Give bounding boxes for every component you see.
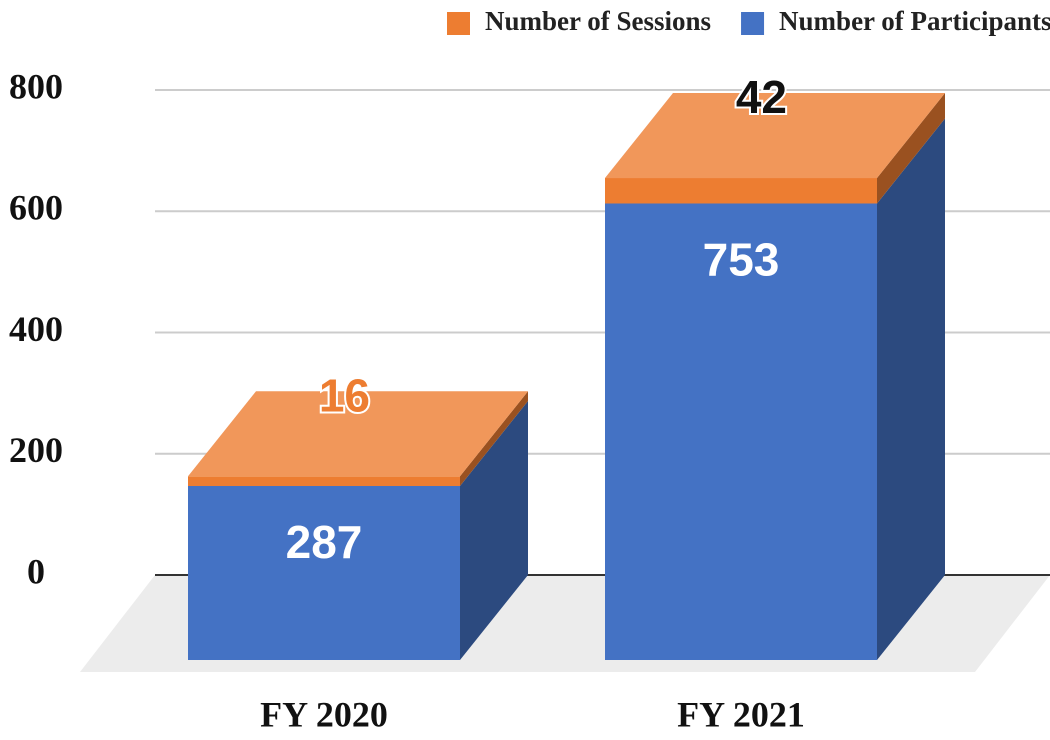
bar-segment bbox=[605, 203, 877, 660]
data-label: 42 bbox=[736, 71, 787, 123]
bar-segment bbox=[605, 178, 877, 204]
data-label: 16 bbox=[319, 369, 370, 421]
bar-side bbox=[877, 118, 945, 660]
data-label: 753 bbox=[703, 234, 780, 286]
y-tick-label: 200 bbox=[9, 430, 63, 470]
bar-top bbox=[188, 391, 528, 477]
bar-segment bbox=[188, 486, 460, 660]
bar-side bbox=[460, 401, 528, 660]
y-tick-label: 0 bbox=[27, 551, 45, 591]
bar-segment bbox=[188, 476, 460, 487]
x-tick-label: FY 2021 bbox=[677, 694, 805, 734]
legend-swatch bbox=[741, 12, 765, 35]
legend-swatch bbox=[447, 12, 470, 35]
data-label: 287 bbox=[286, 516, 363, 568]
y-tick-label: 800 bbox=[9, 66, 63, 106]
x-tick-label: FY 2020 bbox=[260, 694, 388, 734]
y-tick-label: 600 bbox=[9, 188, 63, 228]
bar-top bbox=[605, 93, 945, 179]
bar-side bbox=[460, 391, 528, 487]
legend-label: Number of Participants bbox=[779, 6, 1050, 36]
bar-side bbox=[877, 93, 945, 204]
legend-label: Number of Sessions bbox=[485, 6, 711, 36]
y-tick-label: 400 bbox=[9, 309, 63, 349]
